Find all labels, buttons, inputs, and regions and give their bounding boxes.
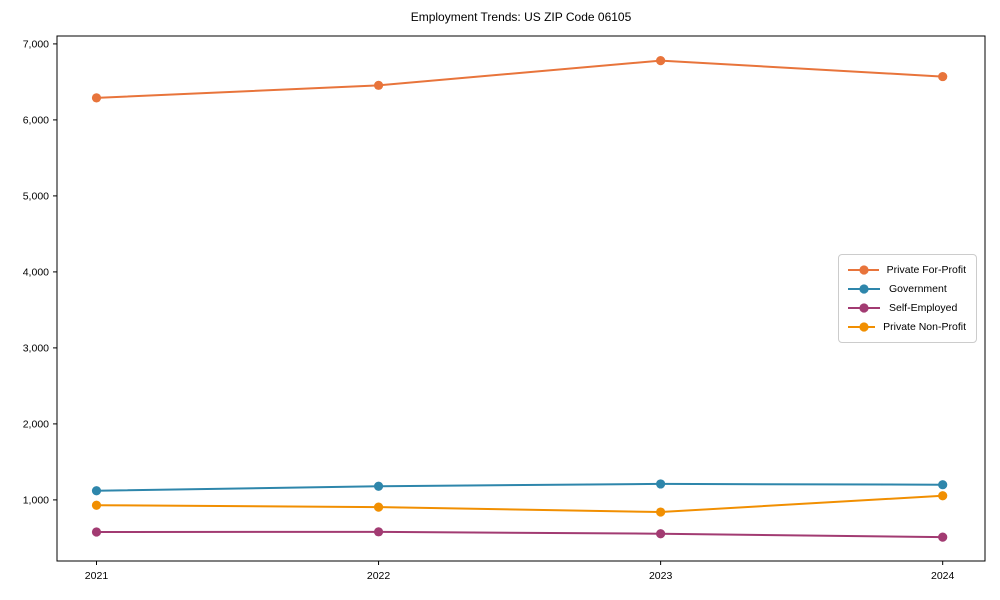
data-point-private-for-profit-2023 (656, 56, 666, 66)
series-line-private-for-profit (95, 59, 944, 99)
data-point-self-employed-2021 (91, 527, 102, 537)
y-tick-label: 1,000 (23, 494, 49, 506)
legend-marker-icon (848, 322, 876, 332)
chart-title: Employment Trends: US ZIP Code 06105 (410, 10, 632, 24)
y-tick-label: 7,000 (23, 38, 49, 50)
legend-item-self-employed: Self-Employed (847, 299, 966, 318)
y-tick-label: 5,000 (23, 190, 49, 202)
data-point-self-employed-2022 (373, 527, 384, 537)
data-point-private-for-profit-2022 (373, 80, 384, 90)
data-point-private-for-profit-2024 (938, 71, 948, 82)
legend-label: Self-Employed (889, 301, 958, 314)
legend-item-government: Government (847, 280, 966, 299)
x-tick-label: 2023 (649, 570, 673, 582)
data-point-self-employed-2024 (938, 532, 948, 542)
data-point-government-2021 (91, 486, 102, 496)
series-line-government (95, 482, 944, 492)
legend-marker-icon (848, 265, 879, 275)
legend-item-private-for-profit: Private For-Profit (847, 261, 966, 280)
data-point-private-non-profit-2024 (938, 491, 948, 501)
y-tick-label: 2,000 (23, 418, 49, 430)
legend-marker-icon (848, 303, 880, 313)
x-tick-label: 2024 (931, 570, 955, 582)
series-line-private-non-profit (95, 494, 944, 514)
x-tick-label: 2021 (85, 570, 109, 582)
data-point-private-non-profit-2022 (373, 502, 384, 512)
data-point-private-for-profit-2021 (91, 93, 102, 103)
y-tick-label: 6,000 (23, 114, 49, 126)
data-point-private-non-profit-2023 (656, 507, 666, 517)
data-point-private-non-profit-2021 (91, 500, 102, 510)
data-point-government-2024 (938, 480, 948, 490)
legend-item-private-non-profit: Private Non-Profit (847, 317, 966, 336)
y-tick-label: 4,000 (23, 266, 49, 278)
legend-marker-icon (848, 284, 880, 294)
legend-label: Government (889, 283, 947, 296)
data-point-government-2022 (373, 481, 384, 491)
legend-label: Private For-Profit (886, 264, 966, 277)
series-line-self-employed (95, 530, 944, 539)
x-tick-label: 2022 (367, 570, 391, 582)
y-tick-label: 3,000 (23, 342, 49, 354)
legend: Private For-Profit Government Self-Employe… (838, 254, 977, 343)
axes-frame (56, 35, 986, 562)
data-point-self-employed-2023 (656, 529, 666, 539)
data-point-government-2023 (656, 479, 666, 489)
legend-label: Private Non-Profit (883, 320, 966, 333)
